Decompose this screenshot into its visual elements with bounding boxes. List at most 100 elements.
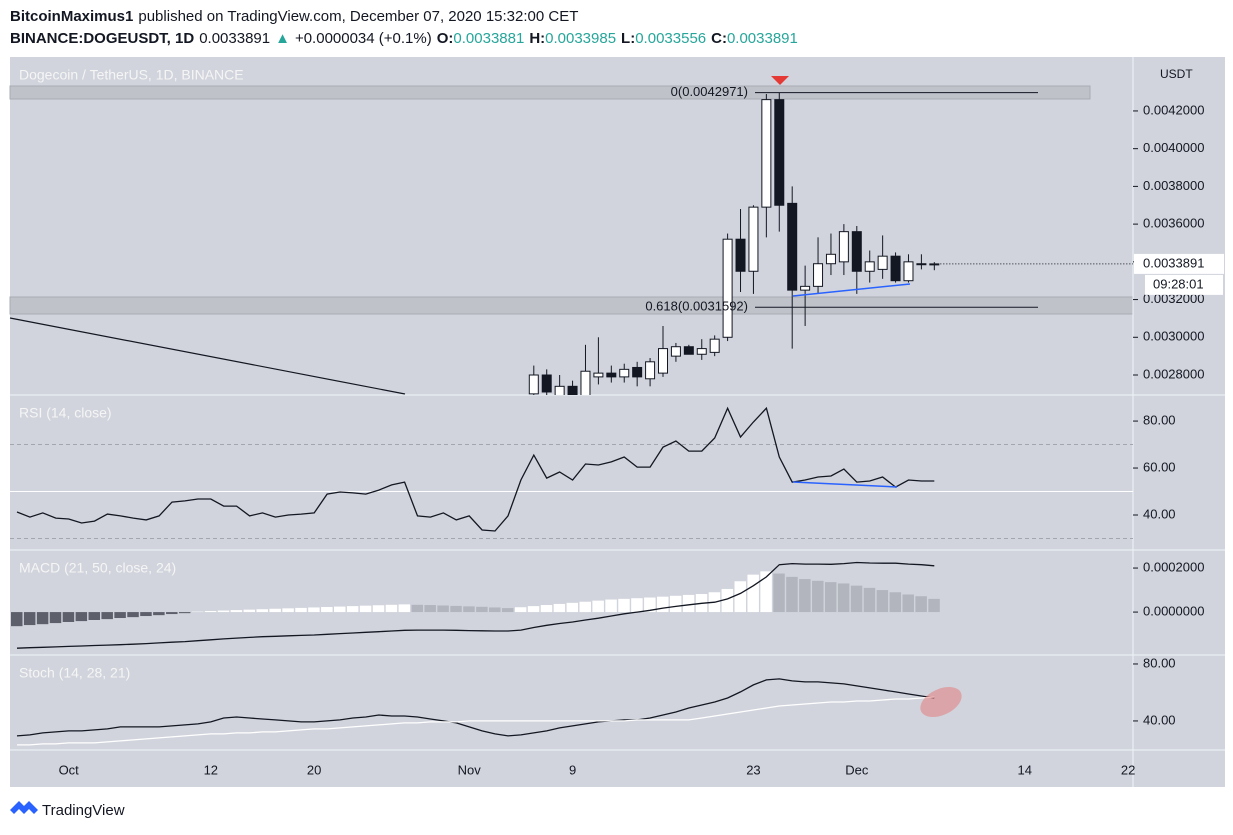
fib-band	[9, 85, 1091, 100]
y-tick-label: 0.0000000	[1143, 604, 1204, 619]
histogram-bar	[321, 607, 333, 613]
histogram-bar	[501, 608, 514, 613]
histogram-bar	[398, 604, 411, 613]
histogram-bar	[359, 605, 372, 613]
candle-body	[580, 370, 591, 395]
histogram-bar	[527, 606, 540, 613]
header-line-1: BitcoinMaximus1 published on TradingView.…	[10, 6, 798, 28]
candle-body	[709, 338, 720, 353]
candle-body	[825, 253, 836, 265]
candle-body	[606, 372, 617, 378]
pane-title: Stoch (14, 28, 21)	[19, 665, 130, 681]
candle-body	[722, 238, 733, 338]
histogram-bar	[773, 573, 785, 613]
author[interactable]: BitcoinMaximus1	[10, 8, 134, 25]
histogram-bar	[101, 612, 113, 620]
pane-title: Dogecoin / TetherUS, 1D, BINANCE	[19, 67, 244, 83]
histogram-bar	[243, 609, 256, 613]
macd-line	[16, 561, 935, 649]
candle-body	[761, 99, 772, 208]
last-price: 0.0033891	[199, 30, 271, 47]
logo	[10, 801, 38, 814]
x-tick-label: 23	[746, 762, 760, 777]
histogram-bar	[256, 609, 268, 613]
histogram-bar	[837, 583, 850, 613]
histogram-bar	[62, 612, 75, 622]
divergence-line	[792, 283, 911, 297]
pane-title: RSI (14, close)	[19, 405, 112, 421]
histogram-bar	[850, 585, 863, 613]
low: 0.0033556	[635, 30, 707, 47]
histogram-bar	[566, 602, 579, 613]
histogram-bar	[463, 606, 475, 613]
candle-body	[838, 231, 849, 263]
histogram-bar	[437, 605, 449, 613]
candle-body	[800, 285, 811, 291]
candle-body	[748, 206, 759, 272]
x-tick-label: 9	[569, 762, 576, 777]
change: +0.0000034 (+0.1%)	[294, 30, 432, 47]
ohlc-label: L:	[621, 30, 636, 47]
histogram-bar	[178, 612, 191, 614]
countdown-badge	[1145, 274, 1223, 295]
histogram-bar	[476, 606, 488, 613]
y-tick-label: 60.00	[1143, 459, 1176, 474]
candle-body	[658, 348, 668, 374]
histogram-bar	[592, 600, 604, 613]
y-unit: USDT	[1160, 67, 1193, 81]
histogram-bar	[424, 605, 436, 613]
histogram-bar	[721, 588, 734, 613]
brand: TradingView	[42, 802, 125, 819]
histogram-bar	[644, 597, 656, 613]
decor-under	[9, 85, 1134, 395]
pane	[10, 406, 1133, 539]
countdown: 09:28:01	[1153, 276, 1204, 291]
y-tick-label: 0.0002000	[1143, 559, 1204, 574]
histogram-bar	[204, 610, 217, 613]
ohlc-label: O:	[436, 30, 454, 47]
chart-background	[10, 57, 1225, 787]
open: 0.0033881	[453, 30, 525, 47]
decor-over	[771, 76, 962, 718]
candle-body	[645, 361, 656, 380]
histogram-bar	[514, 607, 527, 613]
y-tick-label: 80.00	[1143, 413, 1176, 428]
histogram-bar	[734, 581, 747, 613]
pane	[16, 678, 935, 746]
histogram-bar	[747, 574, 759, 613]
candle-body	[567, 385, 578, 395]
histogram-bar	[346, 606, 359, 613]
histogram-bar	[489, 607, 501, 613]
x-tick-label: 14	[1018, 762, 1032, 777]
candle-body	[696, 348, 707, 355]
histogram-bar	[411, 604, 424, 613]
histogram-bar	[540, 605, 553, 613]
candle-body	[554, 385, 565, 395]
indicator-line	[16, 406, 935, 532]
ohlc-label: C:	[711, 30, 727, 47]
histogram-bar	[618, 598, 630, 613]
symbol: BINANCE:DOGEUSDT, 1D	[10, 30, 195, 47]
fib-label: 0.618(0.0031592)	[645, 299, 748, 314]
histogram-bar	[631, 598, 643, 613]
pane	[528, 92, 940, 395]
candle-body	[851, 231, 862, 272]
histogram-bar	[23, 612, 36, 626]
histogram-bar	[902, 594, 914, 613]
histogram-bar	[760, 571, 772, 613]
histogram-bar	[282, 608, 294, 613]
histogram-bar	[49, 612, 62, 624]
candle-body	[632, 366, 643, 378]
y-tick-label: 0.0030000	[1143, 329, 1204, 344]
histogram-bar	[114, 612, 126, 619]
highlight	[920, 686, 962, 718]
histogram-bar	[682, 594, 695, 613]
y-tick-label: 0.0040000	[1143, 140, 1204, 155]
histogram-bar	[11, 612, 23, 627]
histogram-bar	[579, 601, 591, 613]
x-tick-label: Oct	[59, 762, 80, 777]
histogram-bar	[140, 612, 152, 617]
histogram-bar	[824, 582, 837, 613]
histogram-bar	[657, 596, 669, 613]
